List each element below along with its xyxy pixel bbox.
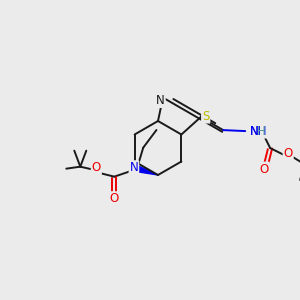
Polygon shape	[136, 166, 158, 175]
Text: O: O	[92, 161, 101, 174]
Text: S: S	[202, 110, 209, 123]
Text: NH: NH	[250, 124, 268, 138]
Text: N: N	[130, 161, 138, 174]
Text: N: N	[156, 94, 165, 107]
Text: O: O	[284, 146, 293, 160]
Text: O: O	[110, 192, 119, 205]
Text: N: N	[250, 124, 259, 138]
Text: O: O	[260, 163, 269, 176]
Text: H: H	[257, 124, 266, 138]
